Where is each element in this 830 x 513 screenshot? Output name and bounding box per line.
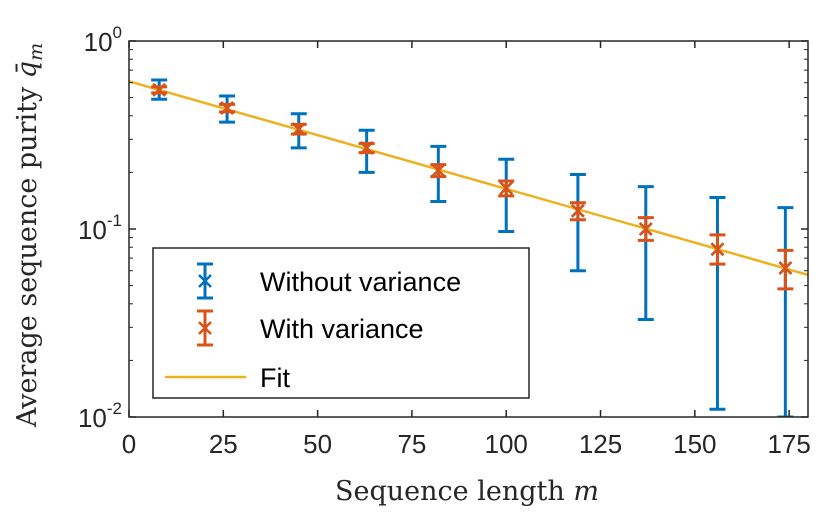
with-variance-point [431,163,446,178]
x-tick-label: 25 [209,429,238,459]
x-axis-title: Sequence length m [335,476,599,507]
y-tick-label-exponent: 0 [113,23,122,42]
fit-line [129,80,808,277]
x-tick-label: 50 [303,429,332,459]
legend-label: Fit [260,363,290,393]
with-variance-point-stroke-b [152,82,167,97]
x-tick-label: 0 [122,429,136,459]
x-tick-label: 125 [579,429,622,459]
x-tick-label: 175 [767,429,810,459]
y-tick-label-base: 10 [84,27,113,57]
with-variance-point [291,122,306,136]
legend-without-variance-swatch-marker-stroke-b [198,274,212,288]
legend-label: Without variance [260,267,461,297]
with-variance-point-stroke-b [431,163,446,178]
y-tick-label: 10-1 [78,211,122,245]
legend-with-variance-swatch-marker-stroke-b [198,321,212,335]
legend-box [152,247,530,399]
legend-with-variance-swatch-marker [198,321,212,335]
with-variance-point-stroke-b [359,141,374,155]
with-variance-point-stroke-b [220,101,234,115]
plot-area [129,78,808,417]
legend-without-variance-swatch-marker [198,274,212,288]
with-variance-point-stroke-b [778,261,793,275]
x-axis-title-var: m [573,476,599,507]
y-tick-label: 100 [84,23,122,57]
with-variance-point [571,203,585,218]
with-variance-point-stroke-b [710,242,725,257]
with-variance-point [638,222,653,236]
with-variance-point-stroke-b [571,203,585,218]
y-axis-title-text: Average sequence purity [12,78,43,428]
x-axis-title-text: Sequence length [335,476,573,507]
with-variance-point [499,181,514,195]
with-variance-point-stroke-b [291,122,306,136]
y-tick-label: 10-2 [78,399,122,433]
y-axis-title-var: q̄ [12,61,43,78]
x-tick-label: 150 [673,429,716,459]
with-variance-point [220,101,234,115]
with-variance-point [710,242,725,257]
with-variance-point [152,82,167,97]
y-axis-title: Average sequence purity q̄m [12,43,47,428]
y-tick-label-exponent: -2 [107,399,122,418]
x-tick-label: 75 [397,429,426,459]
y-tick-label-base: 10 [78,403,107,433]
legend-label: With variance [260,314,424,344]
with-variance-point-stroke-b [638,222,653,236]
legend: Without variance With variance Fit [152,247,530,399]
x-tick-label: 100 [485,429,528,459]
y-axis-title-sub: m [25,43,47,61]
with-variance-point [778,261,793,275]
with-variance-point [359,141,374,155]
y-tick-label-base: 10 [78,215,107,245]
with-variance-point-stroke-b [499,181,514,195]
y-tick-label-exponent: -1 [107,211,122,230]
